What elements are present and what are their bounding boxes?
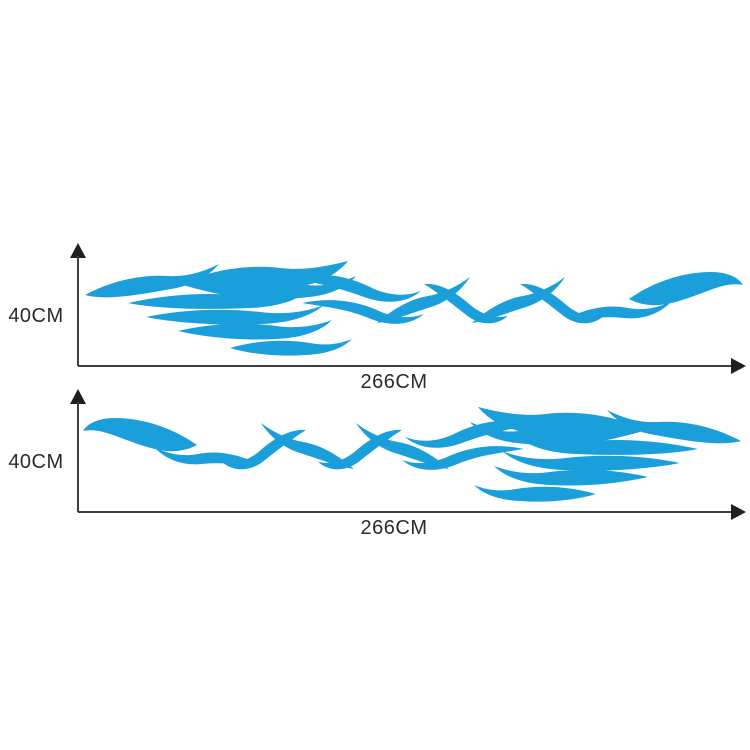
vertical-axis-line (77, 402, 79, 512)
width-dimension-label: 266CM (360, 371, 428, 393)
height-dimension-label: 40CM (8, 451, 64, 473)
horizontal-axis-line (78, 511, 732, 513)
height-dimension-label: 40CM (8, 305, 64, 327)
flame-decal-graphic-top (83, 261, 743, 361)
dimension-diagram-bottom: 40CM 266CM (0, 389, 750, 554)
horizontal-axis-arrow-icon (731, 504, 746, 520)
horizontal-axis-line (78, 365, 732, 367)
vertical-axis-line (77, 256, 79, 366)
flame-decal-graphic-bottom (83, 407, 743, 507)
vertical-axis-arrow-icon (70, 243, 86, 258)
horizontal-axis-arrow-icon (731, 358, 746, 374)
vertical-axis-arrow-icon (70, 389, 86, 404)
width-dimension-label: 266CM (360, 517, 428, 539)
dimension-diagram-top: 40CM 266CM (0, 243, 750, 408)
